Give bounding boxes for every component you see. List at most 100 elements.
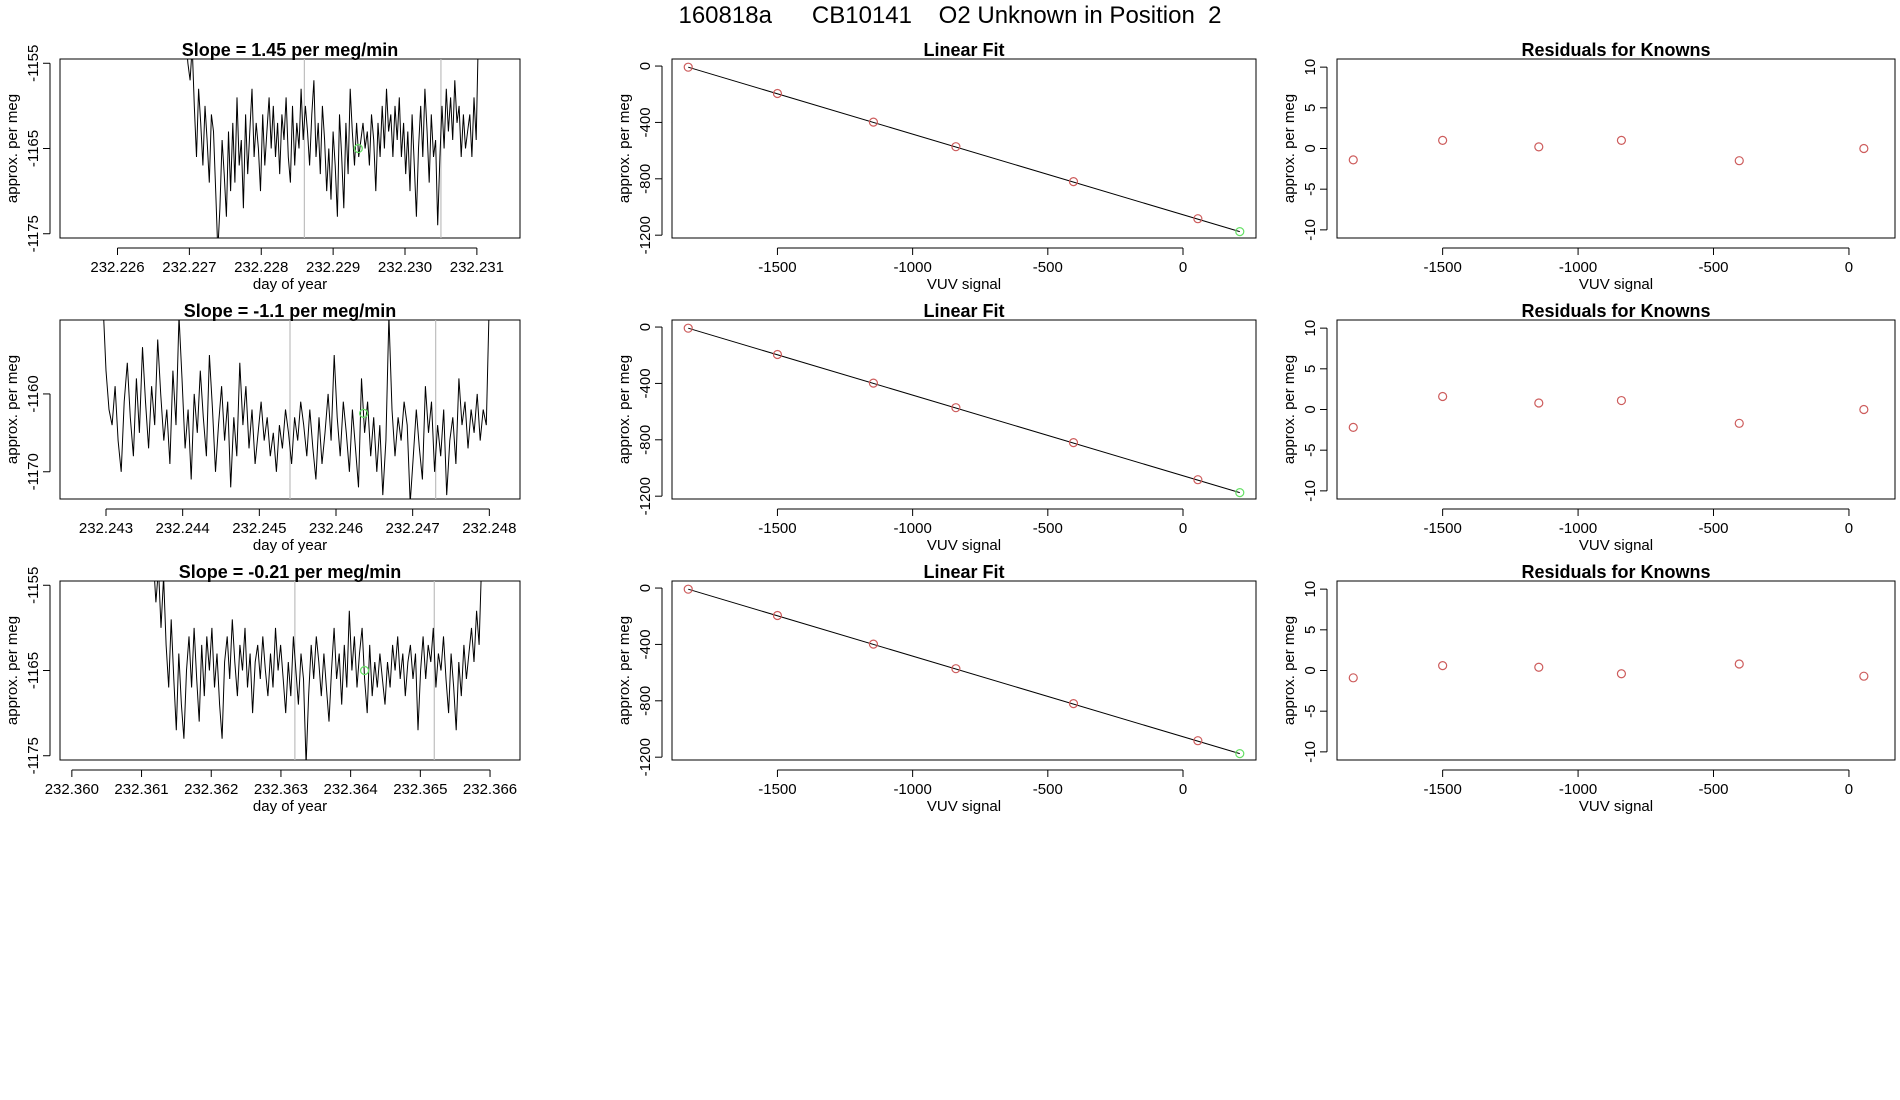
plot-title: Slope = -1.1 per meg/min <box>184 301 397 321</box>
series-trace <box>187 59 479 238</box>
y-tick-label: -5 <box>1302 444 1319 457</box>
y-axis-label: approx. per meg <box>1281 94 1298 203</box>
y-axis-label: approx. per meg <box>1281 616 1298 725</box>
x-tick-label: -500 <box>1033 781 1063 798</box>
known-point <box>1438 661 1448 671</box>
known-point <box>1193 214 1203 224</box>
plot-data <box>1348 391 1869 432</box>
x-tick-label: 232.248 <box>462 520 516 537</box>
x-tick-label: -1500 <box>758 520 796 537</box>
known-point <box>1193 736 1203 746</box>
x-tick-label: -1000 <box>1559 259 1597 276</box>
x-tick-label: 232.245 <box>232 520 286 537</box>
plot-title: Linear Fit <box>923 301 1004 321</box>
x-tick-label: 232.362 <box>184 781 238 798</box>
plot-frame <box>59 580 521 761</box>
known-point <box>772 610 783 621</box>
x-tick-label: 0 <box>1179 781 1187 798</box>
known-point <box>1859 671 1869 681</box>
page-title: 160818a CB10141 O2 Unknown in Position 2 <box>678 2 1222 29</box>
x-axis-label: day of year <box>253 798 327 815</box>
y-axis-label: approx. per meg <box>4 355 21 464</box>
known-point <box>1734 659 1744 669</box>
known-point <box>951 142 961 152</box>
x-tick-label: 232.243 <box>79 520 133 537</box>
known-point <box>1734 156 1744 166</box>
x-tick-label: 232.363 <box>254 781 308 798</box>
unknown-point <box>1235 488 1245 498</box>
x-tick-label: -500 <box>1698 259 1728 276</box>
y-tick-label: -1175 <box>25 215 42 252</box>
x-tick-label: 232.226 <box>90 259 144 276</box>
x-tick-label: 232.246 <box>309 520 363 537</box>
y-tick-label: -1155 <box>25 45 42 82</box>
known-point <box>1193 475 1203 485</box>
y-tick-label: 0 <box>1302 666 1319 674</box>
y-tick-label: 0 <box>637 584 654 592</box>
y-tick-label: 10 <box>1302 59 1319 76</box>
x-tick-label: -1500 <box>758 781 796 798</box>
residuals-row-2: Residuals for Knowns -1500 -1000 -500 0 VUV s… <box>1281 301 1896 554</box>
fit-line <box>688 66 1240 233</box>
plot-data <box>683 62 1245 237</box>
known-point <box>772 88 783 99</box>
y-tick-label: 10 <box>1302 320 1319 337</box>
plot-data <box>1348 135 1869 166</box>
plot-frame <box>1336 58 1896 239</box>
unknown-point <box>1235 227 1245 237</box>
timeseries-row-3: Slope = -0.21 per meg/min 232.360 232.361 2… <box>4 562 521 815</box>
y-tick-label: -10 <box>1302 741 1319 763</box>
plot-frame <box>1336 580 1896 761</box>
x-axis-label: VUV signal <box>927 537 1001 554</box>
y-tick-label: -400 <box>637 107 654 137</box>
x-tick-label: -1500 <box>1423 520 1461 537</box>
known-point <box>1438 391 1448 402</box>
x-tick-label: -500 <box>1698 520 1728 537</box>
series-trace <box>154 581 482 760</box>
known-point <box>683 584 693 594</box>
plot-data <box>103 320 490 499</box>
known-point <box>1534 142 1544 152</box>
x-tick-label: -1000 <box>1559 520 1597 537</box>
x-tick-label: 232.230 <box>378 259 432 276</box>
y-tick-label: -1165 <box>25 652 42 689</box>
linear-fit-row-1: Linear Fit -1500 -1000 -500 0 VUV signal 0 -400… <box>616 40 1257 293</box>
x-tick-label: 0 <box>1179 259 1187 276</box>
known-point <box>1068 177 1079 187</box>
x-tick-label: 232.229 <box>306 259 360 276</box>
known-point <box>1859 404 1869 415</box>
known-point <box>868 117 879 127</box>
known-point <box>1348 155 1358 165</box>
y-tick-label: -1200 <box>637 216 654 254</box>
y-tick-label: -800 <box>637 164 654 194</box>
known-point <box>868 639 879 649</box>
x-tick-label: 232.247 <box>386 520 440 537</box>
plot-frame <box>671 580 1257 761</box>
y-tick-label: -1200 <box>637 738 654 776</box>
y-axis-label: approx. per meg <box>4 616 21 725</box>
known-point <box>1438 135 1448 145</box>
y-tick-label: 5 <box>1302 104 1319 112</box>
x-tick-label: 0 <box>1179 520 1187 537</box>
x-tick-label: -1000 <box>1559 781 1597 798</box>
known-point <box>1534 662 1544 672</box>
plot-title: Slope = -0.21 per meg/min <box>179 562 402 582</box>
x-tick-label: 0 <box>1845 520 1853 537</box>
known-point <box>772 349 783 360</box>
known-point <box>1068 438 1079 448</box>
y-axis-label: approx. per meg <box>616 94 633 203</box>
x-tick-label: -1500 <box>1423 781 1461 798</box>
unknown-point <box>1235 749 1245 759</box>
highlight-point <box>359 665 370 676</box>
known-point <box>951 403 961 413</box>
x-tick-label: 232.366 <box>463 781 517 798</box>
linear-fit-row-3: Linear Fit -1500 -1000 -500 0 VUV signal 0 -400… <box>616 562 1257 815</box>
y-tick-label: -800 <box>637 425 654 455</box>
residuals-row-3: Residuals for Knowns -1500 -1000 -500 0 VUV s… <box>1281 562 1896 815</box>
x-tick-label: 232.228 <box>234 259 288 276</box>
y-tick-label: -10 <box>1302 480 1319 502</box>
known-point <box>1859 143 1869 154</box>
plot-title: Residuals for Knowns <box>1521 562 1710 582</box>
plot-data <box>1348 659 1869 683</box>
known-point <box>1348 673 1358 683</box>
